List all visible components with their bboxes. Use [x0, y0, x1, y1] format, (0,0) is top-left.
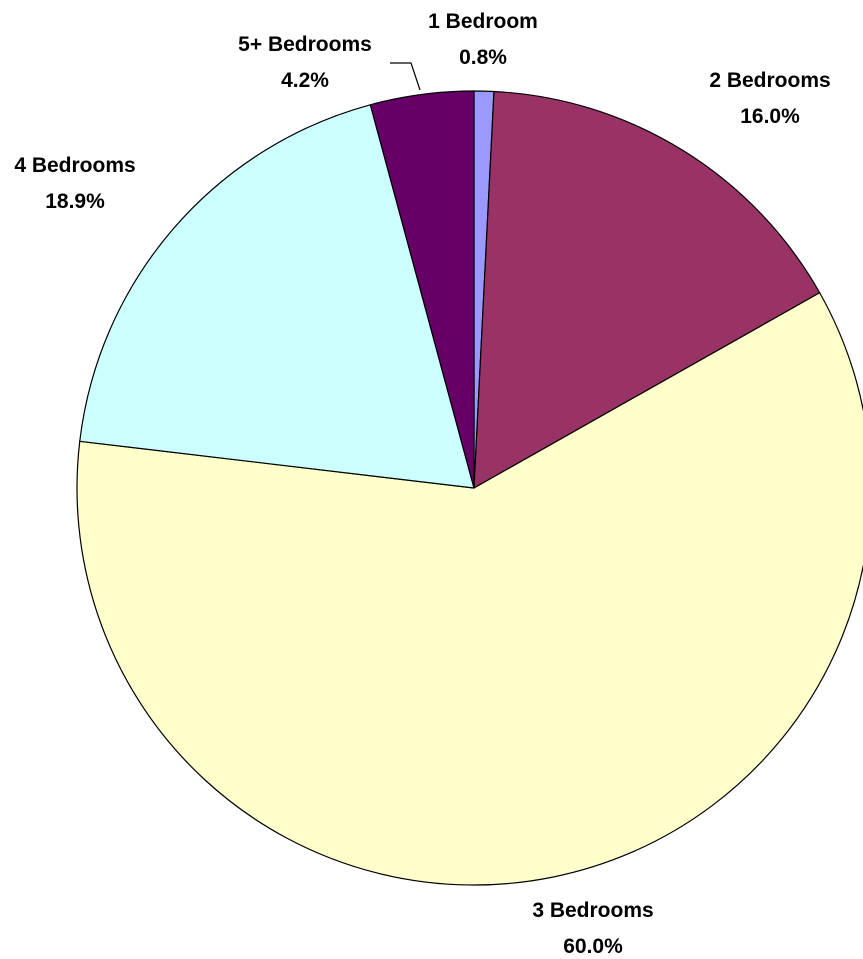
- pie-slice-2-bedrooms: [473, 90, 821, 489]
- leader-lines: [390, 62, 421, 91]
- slice-label-1-bedroom: 1 Bedroom: [428, 10, 538, 33]
- slice-value-1-bedroom: 0.8%: [459, 46, 507, 69]
- slice-label-4-bedrooms: 4 Bedrooms: [14, 154, 135, 177]
- pie-slice-4-bedrooms: [79, 104, 475, 489]
- slice-value-5plus-bedrooms: 4.2%: [281, 69, 329, 92]
- slice-label-2-bedrooms: 2 Bedrooms: [709, 69, 830, 92]
- slice-value-3-bedrooms: 60.0%: [563, 935, 623, 958]
- leader-line-5plus-bedrooms: [390, 62, 421, 91]
- slice-label-3-bedrooms: 3 Bedrooms: [532, 899, 653, 922]
- pie-slice-5plus-bedrooms: [369, 90, 475, 489]
- pie-slice-3-bedrooms: [76, 292, 863, 886]
- pie-slices: [76, 90, 863, 886]
- slice-labels: 1 Bedroom 0.8% 2 Bedrooms 16.0% 3 Bedroo…: [14, 10, 830, 958]
- slice-value-2-bedrooms: 16.0%: [740, 105, 800, 128]
- slice-label-5plus-bedrooms: 5+ Bedrooms: [238, 33, 372, 56]
- slice-value-4-bedrooms: 18.9%: [45, 190, 105, 213]
